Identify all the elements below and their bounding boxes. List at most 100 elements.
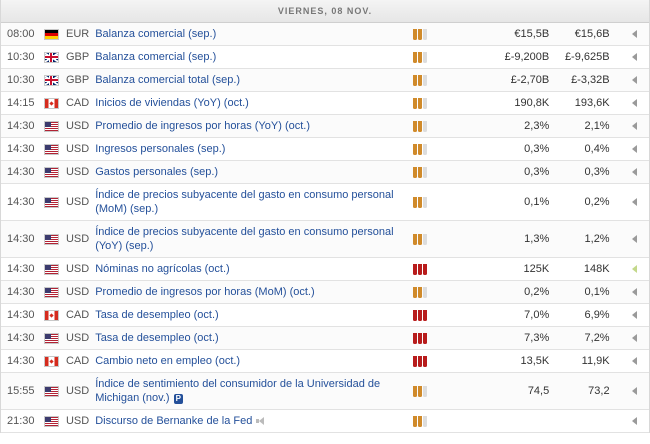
expand-arrow-icon[interactable] — [628, 287, 649, 297]
event-row[interactable]: 14:30 CAD Cambio neto en empleo (oct.) 13,5… — [1, 350, 649, 373]
event-time: 14:30 — [7, 309, 35, 321]
event-title[interactable]: Inicios de viviendas (YoY) (oct.) — [95, 96, 403, 110]
importance-mark — [417, 52, 422, 63]
importance-mark — [417, 234, 422, 245]
event-title[interactable]: Tasa de desempleo (oct.) — [95, 308, 403, 322]
event-title[interactable]: Tasa de desempleo (oct.) — [95, 331, 403, 345]
expand-arrow-icon[interactable] — [628, 197, 649, 207]
event-title-text[interactable]: Promedio de ingresos por horas (YoY) (oc… — [95, 120, 310, 132]
expand-arrow-icon[interactable] — [628, 333, 649, 343]
event-list: 08:00 EUR Balanza comercial (sep.) €15,5B €1… — [1, 23, 649, 433]
event-title[interactable]: Índice de precios subyacente del gasto e… — [95, 188, 403, 216]
event-time: 15:55 — [7, 385, 35, 397]
canada-flag — [43, 97, 59, 109]
event-row[interactable]: 10:30 GBP Balanza comercial total (sep.) £-… — [1, 69, 649, 92]
event-title-text[interactable]: Tasa de desempleo (oct.) — [95, 332, 219, 344]
importance-mark — [417, 310, 422, 321]
event-row[interactable]: 14:30 USD Índice de precios subyacente del… — [1, 184, 649, 221]
expand-arrow-icon[interactable] — [628, 52, 649, 62]
event-title-text[interactable]: Promedio de ingresos por horas (MoM) (oc… — [95, 286, 315, 298]
expand-arrow-icon[interactable] — [628, 121, 649, 131]
event-title-text[interactable]: Balanza comercial (sep.) — [95, 51, 217, 63]
event-title[interactable]: Discurso de Bernanke de la Fed — [95, 414, 403, 428]
event-row[interactable]: 14:30 USD Gastos personales (sep.) 0,3% 0,3% — [1, 161, 649, 184]
expand-arrow-icon[interactable] — [628, 75, 649, 85]
event-title[interactable]: Promedio de ingresos por horas (YoY) (oc… — [95, 119, 403, 133]
previous-value: 193,6K — [574, 97, 610, 109]
event-title[interactable]: Cambio neto en empleo (oct.) — [95, 354, 403, 368]
event-time: 14:30 — [7, 120, 35, 132]
event-row[interactable]: 14:30 USD Tasa de desempleo (oct.) 7,3% 7,2% — [1, 327, 649, 350]
expand-arrow-icon[interactable] — [628, 416, 649, 426]
event-title-text[interactable]: Índice de sentimiento del consumidor de … — [95, 378, 381, 404]
importance-mark — [417, 121, 422, 132]
importance-icon — [403, 75, 452, 86]
event-row[interactable]: 15:55 USD Índice de sentimiento del consum… — [1, 373, 649, 410]
importance-mark — [422, 197, 427, 208]
expand-arrow-icon[interactable] — [628, 144, 649, 154]
event-currency: EUR — [65, 28, 90, 40]
expand-arrow-icon[interactable] — [628, 356, 649, 366]
event-title-text[interactable]: Inicios de viviendas (YoY) (oct.) — [95, 97, 249, 109]
expand-arrow-icon[interactable] — [628, 264, 649, 274]
importance-mark — [417, 197, 422, 208]
uk-flag — [43, 74, 59, 86]
event-row[interactable]: 21:30 USD Discurso de Bernanke de la Fed — [1, 410, 649, 433]
importance-mark — [422, 264, 427, 275]
event-title-text[interactable]: Cambio neto en empleo (oct.) — [95, 355, 241, 367]
importance-mark — [417, 416, 422, 427]
expand-arrow-icon[interactable] — [628, 167, 649, 177]
expand-arrow-icon[interactable] — [628, 234, 649, 244]
importance-mark — [412, 121, 417, 132]
importance-icon — [403, 52, 452, 63]
event-currency: USD — [65, 166, 90, 178]
event-title-text[interactable]: Nóminas no agrícolas (oct.) — [95, 263, 230, 275]
event-currency: USD — [65, 196, 90, 208]
event-title-text[interactable]: Tasa de desempleo (oct.) — [95, 309, 219, 321]
event-title-text[interactable]: Balanza comercial total (sep.) — [95, 74, 241, 86]
event-title-text[interactable]: Índice de precios subyacente del gasto e… — [95, 189, 394, 215]
event-title[interactable]: Gastos personales (sep.) — [95, 165, 403, 179]
event-row[interactable]: 14:30 USD Ingresos personales (sep.) 0,3% 0,… — [1, 138, 649, 161]
event-row[interactable]: 14:30 CAD Tasa de desempleo (oct.) 7,0% 6,9% — [1, 304, 649, 327]
importance-mark — [417, 287, 422, 298]
event-currency: CAD — [65, 309, 90, 321]
uk-flag — [43, 51, 59, 63]
event-time: 21:30 — [7, 415, 35, 427]
event-title-text[interactable]: Balanza comercial (sep.) — [95, 28, 217, 40]
importance-mark — [422, 75, 427, 86]
event-row[interactable]: 14:15 CAD Inicios de viviendas (YoY) (oct.… — [1, 92, 649, 115]
expand-arrow-icon[interactable] — [628, 29, 649, 39]
event-title[interactable]: Promedio de ingresos por horas (MoM) (oc… — [95, 285, 403, 299]
preliminary-badge: P — [173, 394, 183, 404]
expand-arrow-icon[interactable] — [628, 310, 649, 320]
importance-mark — [422, 234, 427, 245]
importance-icon — [403, 287, 452, 298]
usa-flag — [43, 385, 59, 397]
event-title-text[interactable]: Índice de precios subyacente del gasto e… — [95, 226, 394, 252]
event-title-text[interactable]: Discurso de Bernanke de la Fed — [95, 415, 253, 427]
event-title[interactable]: Nóminas no agrícolas (oct.) — [95, 262, 403, 276]
event-row[interactable]: 14:30 USD Promedio de ingresos por horas (… — [1, 115, 649, 138]
event-title-text[interactable]: Ingresos personales (sep.) — [95, 143, 226, 155]
event-row[interactable]: 14:30 USD Índice de precios subyacente del… — [1, 221, 649, 258]
importance-mark — [422, 121, 427, 132]
importance-mark — [422, 144, 427, 155]
event-row[interactable]: 08:00 EUR Balanza comercial (sep.) €15,5B €1… — [1, 23, 649, 46]
event-row[interactable]: 14:30 USD Promedio de ingresos por horas (… — [1, 281, 649, 304]
event-title[interactable]: Balanza comercial total (sep.) — [95, 73, 403, 87]
event-time: 08:00 — [7, 28, 35, 40]
importance-icon — [403, 310, 452, 321]
event-row[interactable]: 10:30 GBP Balanza comercial (sep.) £-9,200B… — [1, 46, 649, 69]
event-title[interactable]: Índice de precios subyacente del gasto e… — [95, 225, 403, 253]
actual-value: 74,5 — [527, 385, 550, 397]
actual-value: 2,3% — [524, 120, 550, 132]
event-title[interactable]: Ingresos personales (sep.) — [95, 142, 403, 156]
expand-arrow-icon[interactable] — [628, 386, 649, 396]
event-row[interactable]: 14:30 USD Nóminas no agrícolas (oct.) 125K 1… — [1, 258, 649, 281]
event-title[interactable]: Balanza comercial (sep.) — [95, 27, 403, 41]
event-title[interactable]: Índice de sentimiento del consumidor de … — [95, 377, 403, 405]
event-title[interactable]: Balanza comercial (sep.) — [95, 50, 403, 64]
expand-arrow-icon[interactable] — [628, 98, 649, 108]
event-title-text[interactable]: Gastos personales (sep.) — [95, 166, 219, 178]
